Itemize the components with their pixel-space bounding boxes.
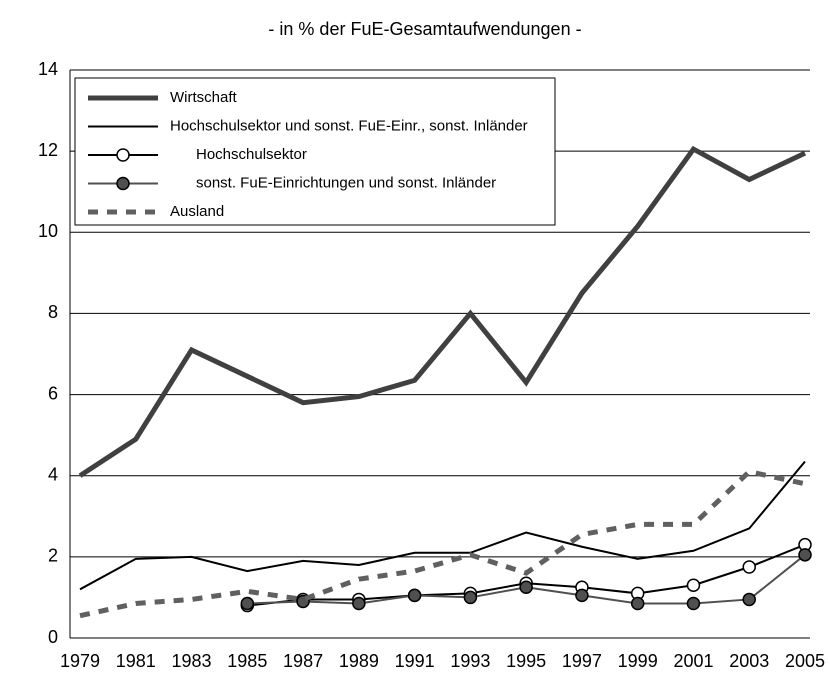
point [630,596,645,611]
x-tick-label: 1983 [172,651,212,671]
x-tick-label: 1985 [227,651,267,671]
y-tick-label: 6 [48,383,58,403]
y-tick-label: 4 [48,464,58,484]
y-tick-label: 8 [48,302,58,322]
x-tick-label: 2003 [729,651,769,671]
point [463,590,478,605]
y-tick-label: 12 [38,140,58,160]
x-tick-label: 1989 [339,651,379,671]
x-tick-label: 1979 [60,651,100,671]
series-line [78,145,807,478]
series-line [79,460,806,591]
chart-title: - in % der FuE-Gesamtaufwendungen - [268,19,581,39]
x-tick-label: 1993 [450,651,490,671]
x-tick-label: 1981 [116,651,156,671]
legend-label: sonst. FuE-Einrichtungen und sonst. Inlä… [196,174,496,191]
x-tick-label: 1997 [562,651,602,671]
x-tick-label: 2001 [673,651,713,671]
point [240,596,255,611]
y-tick-label: 0 [48,627,58,647]
point [686,596,701,611]
legend-marker [116,148,130,162]
x-tick-label: 1991 [395,651,435,671]
legend-label: Hochschulsektor und sonst. FuE-Einr., so… [170,117,528,134]
legend: Wirtschaft Hochschulsektor und sonst. FuE… [74,77,556,226]
point [352,596,366,611]
point [798,548,812,562]
point [407,588,422,603]
x-tick-label: 1995 [506,651,546,671]
legend-box [74,77,556,226]
y-tick-label: 2 [48,546,58,566]
point [742,592,756,607]
point [575,588,589,603]
legend-label: Hochschulsektor [196,146,307,163]
series-line [79,468,806,619]
point [686,578,701,593]
point [519,580,533,595]
legend-marker [116,176,130,191]
x-tick-label: 1987 [283,651,323,671]
point [742,560,756,574]
y-tick-label: 14 [38,59,58,79]
x-tick-label: 1999 [618,651,658,671]
x-tick-label: 2005 [785,651,825,671]
y-tick-label: 10 [38,221,58,241]
legend-label: Wirtschaft [170,89,238,106]
legend-label: Ausland [170,203,224,220]
